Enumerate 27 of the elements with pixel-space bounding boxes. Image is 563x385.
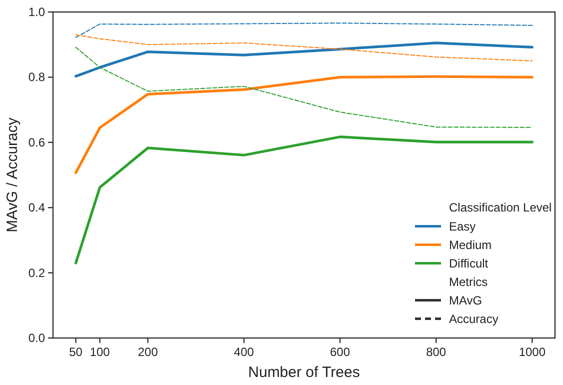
y-tick-label: 0.8: [28, 70, 46, 84]
line-series: [75, 34, 533, 62]
annotation: Accuracy: [449, 312, 498, 326]
x-axis-title: Number of Trees: [248, 364, 360, 381]
line-series: [74, 75, 534, 174]
x-tick-label: 200: [138, 345, 158, 359]
annotation: MAvG: [449, 293, 482, 308]
line-series: [74, 42, 534, 78]
legend-label: Medium: [449, 238, 492, 252]
y-tick-label: 0.0: [28, 331, 46, 345]
x-tick-label: 50: [69, 345, 83, 359]
x-tick-label: 800: [426, 345, 446, 359]
y-axis-title: MAvG / Accuracy: [4, 117, 21, 232]
x-tick-label: 100: [90, 345, 110, 359]
y-tick-label: 0.4: [28, 200, 46, 215]
legend-label: Difficult: [449, 256, 489, 270]
line-series: [75, 22, 533, 38]
legend-label: Easy: [449, 219, 476, 234]
y-tick-label: 0.6: [28, 135, 46, 150]
y-tick-label: 1.0: [28, 5, 46, 19]
line-series: [75, 46, 533, 128]
annotation: Metrics: [449, 274, 488, 289]
y-tick-label: 0.2: [28, 266, 46, 280]
x-tick-label: 600: [330, 345, 350, 359]
x-tick-label: 1000: [518, 345, 546, 359]
x-tick-label: 400: [234, 345, 254, 359]
legend-title: Classification Level: [449, 200, 552, 214]
